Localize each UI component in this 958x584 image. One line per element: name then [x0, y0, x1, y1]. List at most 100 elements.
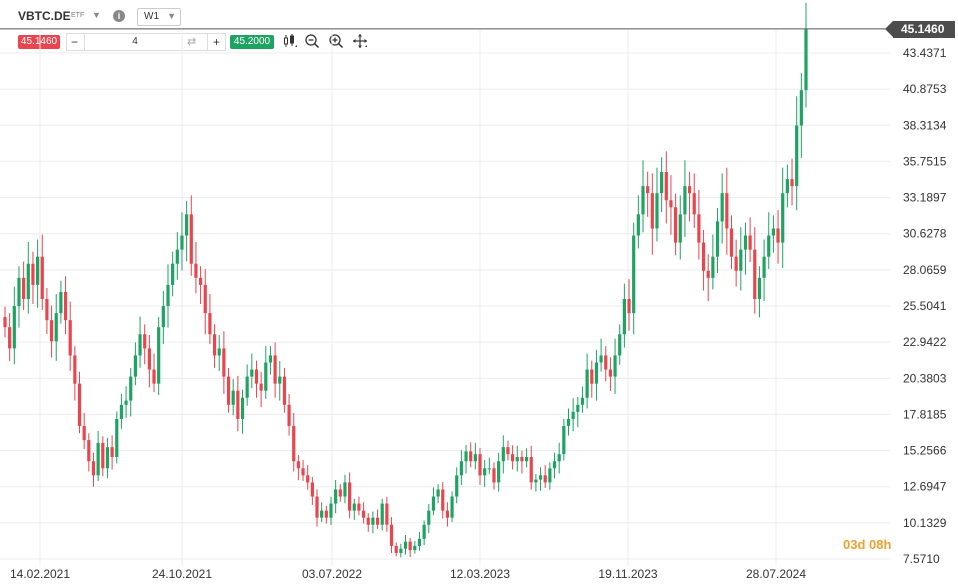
- candle-body: [105, 447, 110, 469]
- candle-body: [236, 390, 240, 419]
- candle-body: [431, 496, 436, 511]
- candle-body: [292, 425, 296, 462]
- candle-body: [501, 447, 505, 462]
- increase-quantity-button[interactable]: +: [213, 35, 221, 49]
- candle-body: [77, 383, 82, 426]
- candle-body: [711, 256, 715, 278]
- chevron-down-icon: ▼: [167, 11, 176, 21]
- candle-body: [357, 503, 361, 511]
- candle-body: [306, 475, 310, 483]
- info-icon[interactable]: i: [113, 10, 125, 22]
- candle-body: [403, 541, 408, 549]
- candle-body: [73, 355, 77, 384]
- candle-body: [226, 376, 231, 405]
- candle-body: [264, 362, 268, 391]
- candle-body: [795, 125, 799, 187]
- symbol-type-label: ETF: [71, 12, 85, 19]
- candle-body: [91, 461, 96, 476]
- candle-body: [585, 369, 589, 398]
- candle-body: [413, 545, 417, 551]
- timeframe-label: W1: [144, 11, 159, 22]
- candle-body: [804, 29, 808, 91]
- candle-body: [143, 334, 147, 349]
- decrease-quantity-button[interactable]: −: [71, 35, 79, 49]
- quantity-stepper[interactable]: − 4 ⇄ +: [66, 33, 226, 51]
- zoom-in-icon[interactable]: [328, 33, 344, 49]
- candle-body: [3, 317, 7, 328]
- candle-body: [338, 489, 342, 497]
- y-tick-label: 43.4371: [903, 46, 947, 60]
- candle-body: [646, 186, 650, 194]
- candle-body: [185, 214, 189, 236]
- buy-button[interactable]: 45.2000: [230, 35, 274, 49]
- candle-body: [557, 454, 561, 462]
- pan-move-icon[interactable]: [352, 33, 368, 49]
- candle-body: [538, 475, 543, 480]
- candle-body: [26, 263, 30, 300]
- y-tick-label: 33.1897: [903, 191, 947, 205]
- chart-type-icon[interactable]: [282, 33, 298, 49]
- candle-body: [660, 172, 664, 194]
- candle-body: [115, 418, 119, 458]
- symbol-name[interactable]: VBTC.DE: [18, 9, 71, 23]
- candle-body: [622, 299, 626, 335]
- candle-body: [408, 541, 412, 551]
- candle-body: [720, 193, 724, 222]
- x-tick-label: 19.11.2023: [598, 567, 657, 581]
- candle-body: [352, 503, 356, 511]
- candle-body: [212, 334, 217, 356]
- candle-body: [636, 214, 640, 236]
- chart-grid: [0, 30, 890, 566]
- candle-body: [119, 404, 124, 419]
- candle-body: [753, 249, 757, 300]
- candle-body: [678, 214, 682, 243]
- candle-body: [580, 397, 585, 405]
- x-tick-label: 03.07.2022: [302, 567, 362, 581]
- candle-body: [129, 376, 133, 401]
- candle-body: [110, 447, 114, 458]
- candle-body: [35, 256, 40, 285]
- sell-button[interactable]: 45.1460: [18, 35, 60, 49]
- candle-body: [687, 186, 692, 194]
- candle-countdown: 03d 08h: [843, 537, 892, 552]
- candle-body: [250, 369, 254, 377]
- candle-body: [161, 306, 165, 328]
- candle-body: [506, 447, 510, 455]
- zoom-out-icon[interactable]: [304, 33, 320, 49]
- candle-body: [8, 327, 12, 349]
- candle-body: [198, 277, 203, 285]
- candle-body: [268, 355, 273, 363]
- candle-body: [171, 263, 175, 285]
- candle-body: [282, 376, 287, 405]
- candle-body: [380, 503, 384, 525]
- candle-body: [767, 235, 771, 257]
- candle-body: [739, 249, 743, 271]
- candle-body: [469, 451, 473, 462]
- swap-icon[interactable]: ⇄: [187, 36, 197, 48]
- candle-body: [487, 468, 491, 470]
- candle-body: [781, 193, 785, 243]
- candle-body: [31, 263, 35, 285]
- candle-body: [655, 193, 659, 229]
- candle-body: [96, 442, 100, 476]
- candle-body: [632, 235, 636, 314]
- quantity-input[interactable]: 4: [132, 36, 138, 47]
- candle-body: [683, 186, 687, 215]
- candle-body: [492, 468, 496, 483]
- candle-body: [389, 524, 394, 546]
- candle-body: [310, 482, 314, 497]
- candle-body: [417, 538, 422, 546]
- candle-body: [245, 376, 249, 398]
- candle-body: [427, 510, 431, 525]
- candle-body: [101, 442, 105, 469]
- candle-body: [254, 369, 259, 384]
- candle-body: [208, 313, 212, 335]
- candle-body: [348, 482, 352, 511]
- symbol-dropdown-icon[interactable]: ▼: [92, 10, 101, 20]
- candle-body: [608, 369, 613, 377]
- candle-body: [12, 306, 16, 349]
- candle-body: [701, 242, 706, 271]
- candle-body: [17, 277, 21, 307]
- timeframe-select[interactable]: W1 ▼: [137, 8, 181, 26]
